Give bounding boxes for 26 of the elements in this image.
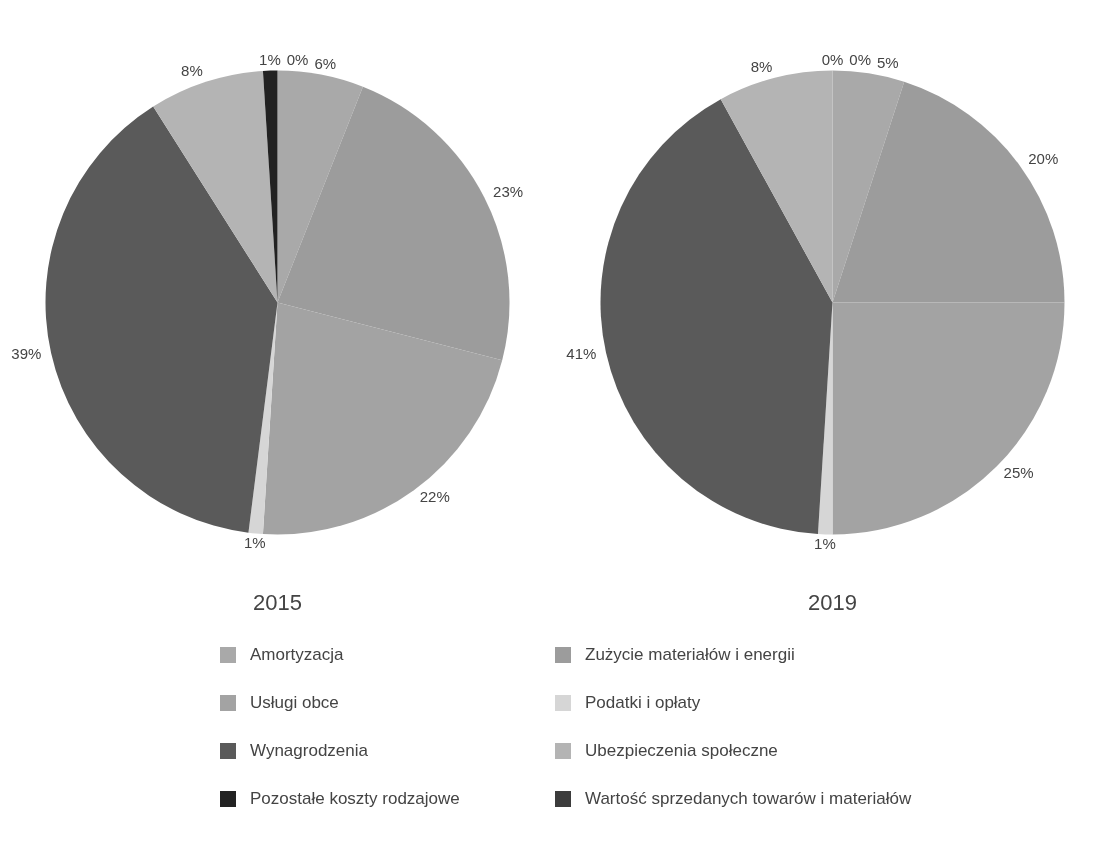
data-label: 23% (493, 182, 524, 200)
data-label: 1% (243, 533, 266, 551)
legend-label: Usługi obce (250, 693, 339, 713)
legend-label: Podatki i opłaty (585, 693, 701, 713)
text: 0% (849, 50, 872, 68)
data-label: 1% (814, 534, 836, 552)
legend-label: Zużycie materiałów i energii (585, 645, 795, 665)
data-label: 25% (1003, 463, 1034, 481)
data-label: 39% (11, 345, 42, 363)
legend-label: Ubezpieczenia społeczne (585, 741, 778, 761)
text: 0% (286, 50, 309, 68)
data-label: 22% (419, 488, 450, 506)
legend-label: Wartość sprzedanych towarów i materiałów (585, 789, 912, 809)
data-label: 20% (1028, 150, 1059, 168)
text: 2015 (252, 590, 303, 616)
data-label: 5% (877, 53, 899, 71)
data-label: 1% (259, 50, 281, 68)
data-label: 41% (566, 345, 597, 363)
legend-label: Amortyzacja (250, 645, 344, 665)
data-label: 8% (750, 58, 773, 76)
text: 0% (821, 50, 844, 68)
legend-label: Wynagrodzenia (250, 741, 368, 761)
data-label: 6% (314, 54, 337, 72)
text: 2019 (807, 590, 858, 616)
legend-label: Pozostałe koszty rodzajowe (250, 789, 460, 809)
data-label: 8% (181, 62, 203, 80)
